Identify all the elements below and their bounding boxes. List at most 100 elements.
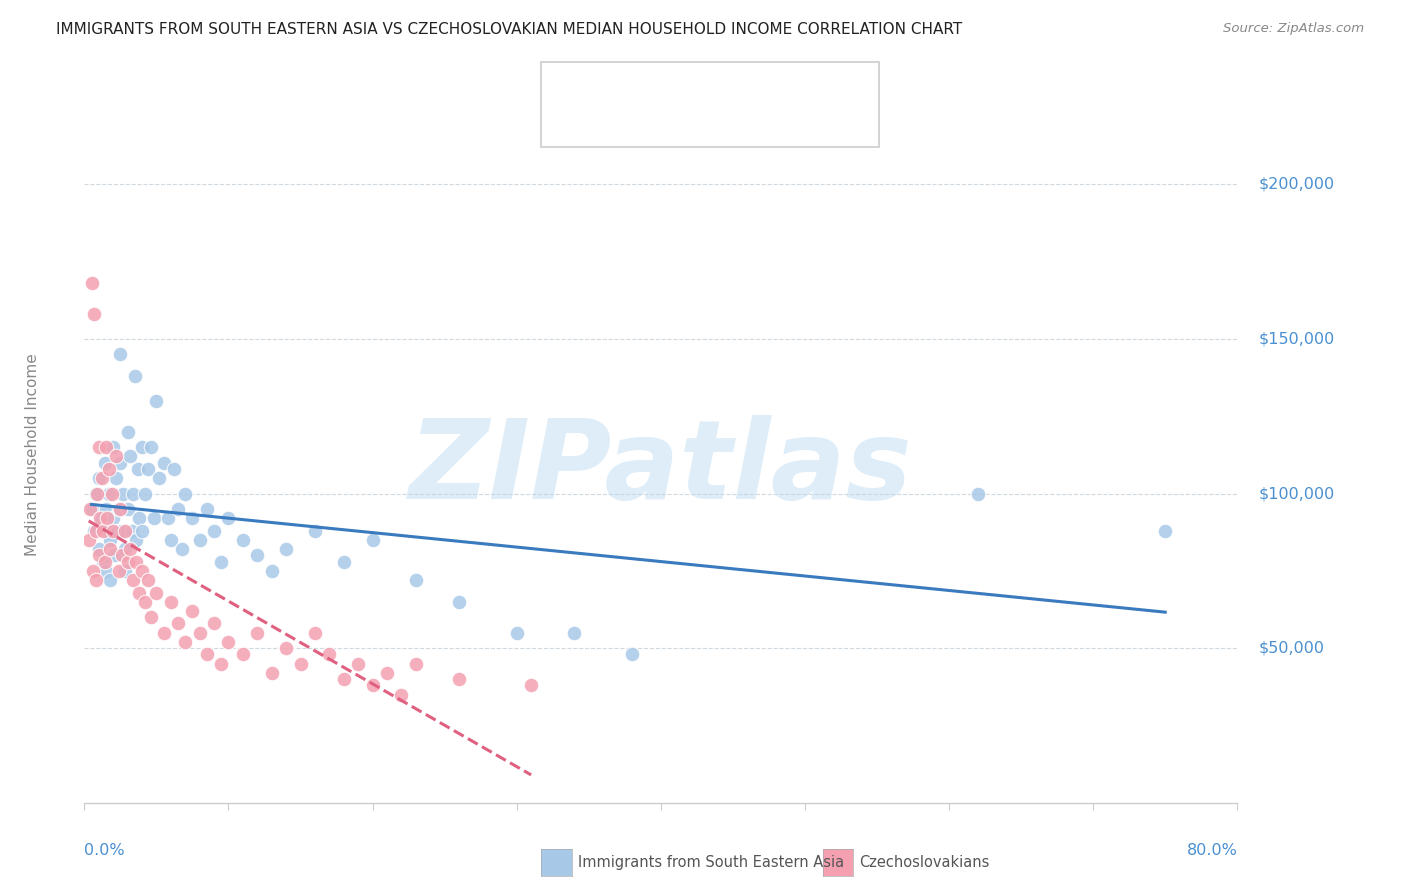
Point	[98, 542, 121, 557]
Point	[136, 462, 159, 476]
Point	[96, 524, 118, 538]
Point	[332, 672, 354, 686]
Text: $100,000: $100,000	[1258, 486, 1334, 501]
Point	[100, 486, 122, 500]
Text: $150,000: $150,000	[1258, 332, 1334, 346]
Point	[405, 573, 427, 587]
Point	[174, 486, 197, 500]
Point	[174, 635, 197, 649]
Text: R = -0.281   N = 70: R = -0.281 N = 70	[600, 72, 778, 91]
Point	[152, 625, 174, 640]
Point	[110, 502, 132, 516]
Point	[188, 533, 211, 547]
Point	[105, 471, 128, 485]
Text: $50,000: $50,000	[1258, 640, 1324, 656]
Point	[391, 688, 413, 702]
Point	[79, 502, 101, 516]
Point	[156, 511, 179, 525]
Point	[202, 616, 225, 631]
Point	[105, 450, 128, 464]
Point	[209, 657, 232, 671]
Point	[98, 573, 121, 587]
Point	[361, 678, 384, 692]
Point	[97, 462, 120, 476]
Point	[124, 369, 146, 384]
Point	[111, 524, 134, 538]
Point	[318, 648, 340, 662]
Text: Source: ZipAtlas.com: Source: ZipAtlas.com	[1223, 22, 1364, 36]
Point	[122, 486, 145, 500]
Point	[94, 502, 117, 516]
Point	[260, 564, 283, 578]
Point	[148, 471, 170, 485]
Point	[108, 502, 131, 516]
Point	[93, 456, 115, 470]
Point	[232, 533, 254, 547]
Text: 80.0%: 80.0%	[1187, 843, 1237, 858]
Point	[209, 555, 232, 569]
Point	[128, 585, 150, 599]
Point	[131, 564, 153, 578]
Point	[77, 533, 100, 547]
Point	[117, 425, 139, 439]
Point	[87, 542, 110, 557]
Point	[217, 635, 239, 649]
Point	[127, 462, 149, 476]
Point	[447, 672, 470, 686]
Point	[246, 625, 269, 640]
Point	[103, 440, 124, 454]
Point	[108, 564, 131, 578]
Point	[188, 625, 211, 640]
Point	[361, 533, 384, 547]
Point	[134, 595, 156, 609]
Point	[167, 616, 190, 631]
Point	[217, 511, 239, 525]
Point	[195, 648, 218, 662]
Point	[120, 542, 142, 557]
Point	[152, 456, 174, 470]
Point	[83, 524, 105, 538]
Text: Immigrants from South Eastern Asia: Immigrants from South Eastern Asia	[578, 855, 844, 870]
Point	[93, 555, 115, 569]
Point	[136, 573, 159, 587]
Point	[332, 555, 354, 569]
Text: IMMIGRANTS FROM SOUTH EASTERN ASIA VS CZECHOSLOVAKIAN MEDIAN HOUSEHOLD INCOME CO: IMMIGRANTS FROM SOUTH EASTERN ASIA VS CZ…	[56, 22, 963, 37]
Point	[87, 471, 110, 485]
Point	[160, 595, 183, 609]
Point	[134, 486, 156, 500]
Point	[246, 549, 269, 563]
Point	[87, 549, 110, 563]
Point	[83, 307, 105, 321]
Point	[90, 511, 112, 525]
Point	[195, 502, 218, 516]
Point	[1154, 524, 1177, 538]
Point	[114, 564, 136, 578]
Point	[98, 533, 121, 547]
Point	[110, 347, 132, 361]
Point	[160, 533, 183, 547]
Point	[304, 625, 326, 640]
Point	[107, 524, 129, 538]
Point	[84, 573, 107, 587]
Point	[97, 486, 120, 500]
Point	[120, 450, 142, 464]
Point	[91, 524, 114, 538]
Point	[347, 657, 370, 671]
Point	[91, 555, 114, 569]
Point	[103, 524, 124, 538]
Point	[96, 511, 118, 525]
Text: Czechoslovakians: Czechoslovakians	[859, 855, 990, 870]
Point	[104, 549, 127, 563]
Point	[375, 665, 398, 680]
Point	[90, 471, 112, 485]
Point	[89, 511, 111, 525]
Text: R = -0.138   N = 60: R = -0.138 N = 60	[600, 108, 778, 126]
Point	[405, 657, 427, 671]
Text: ZIPatlas: ZIPatlas	[409, 416, 912, 523]
Point	[290, 657, 312, 671]
Point	[142, 511, 165, 525]
Point	[103, 511, 124, 525]
Point	[80, 502, 103, 516]
Point	[520, 678, 543, 692]
Point	[84, 524, 107, 538]
